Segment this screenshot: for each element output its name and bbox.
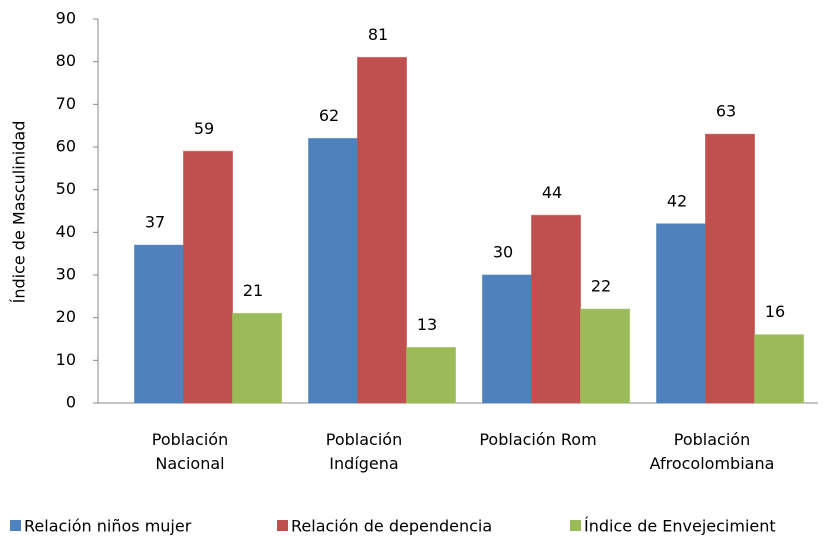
legend-swatch xyxy=(570,520,581,531)
y-tick-label: 60 xyxy=(56,137,76,156)
legend-label: Relación de dependencia xyxy=(291,517,492,536)
bar xyxy=(531,214,581,404)
y-axis-label: Índice de Masculinidad xyxy=(10,121,29,304)
y-tick-label: 70 xyxy=(56,94,76,113)
data-label: 42 xyxy=(667,191,687,210)
bar xyxy=(308,137,358,404)
x-tick-label: Población Afrocolombiana xyxy=(650,430,775,473)
legend-swatch xyxy=(277,520,288,531)
bar xyxy=(580,308,630,404)
bar xyxy=(406,347,456,404)
y-tick-label: 80 xyxy=(56,51,76,70)
bar xyxy=(705,133,755,404)
data-label: 81 xyxy=(368,25,388,44)
legend-label: Relación niños mujer xyxy=(24,517,192,536)
x-tick-label-line: Indígena xyxy=(329,454,398,473)
data-label: 62 xyxy=(319,106,339,125)
x-tick-label: Población Nacional xyxy=(152,430,228,473)
data-label: 37 xyxy=(145,213,165,232)
data-label: 63 xyxy=(716,102,736,121)
legend-swatch xyxy=(10,520,21,531)
data-label: 59 xyxy=(194,119,214,138)
bar xyxy=(656,223,706,404)
data-label: 16 xyxy=(765,302,785,321)
data-label: 21 xyxy=(243,281,263,300)
x-tick-label: Población Rom xyxy=(479,430,596,449)
bar xyxy=(134,244,184,404)
y-tick-label: 30 xyxy=(56,265,76,284)
x-tick-label: Población Indígena xyxy=(326,430,402,473)
bar xyxy=(357,56,407,404)
x-tick-label-line: Población xyxy=(152,430,228,449)
bar xyxy=(754,334,804,404)
x-tick-label-line: Población xyxy=(326,430,402,449)
y-tick-label: 10 xyxy=(56,350,76,369)
x-tick-label-line: Población xyxy=(674,430,750,449)
bar xyxy=(482,274,532,404)
x-tick-label-line: Nacional xyxy=(155,454,224,473)
y-tick-label: 50 xyxy=(56,179,76,198)
bar xyxy=(183,150,233,404)
y-tick-label: 90 xyxy=(56,9,76,28)
data-label: 13 xyxy=(417,315,437,334)
y-tick-label: 40 xyxy=(56,222,76,241)
data-label: 22 xyxy=(591,277,611,296)
y-tick-label: 20 xyxy=(56,307,76,326)
data-label: 44 xyxy=(542,183,562,202)
legend-label: Índice de Envejecimient xyxy=(584,517,776,536)
data-label: 30 xyxy=(493,243,513,262)
y-tick-label: 0 xyxy=(66,393,76,412)
x-tick-label-line: Población Rom xyxy=(479,430,596,449)
x-tick-label-line: Afrocolombiana xyxy=(650,454,775,473)
bar xyxy=(232,312,282,404)
